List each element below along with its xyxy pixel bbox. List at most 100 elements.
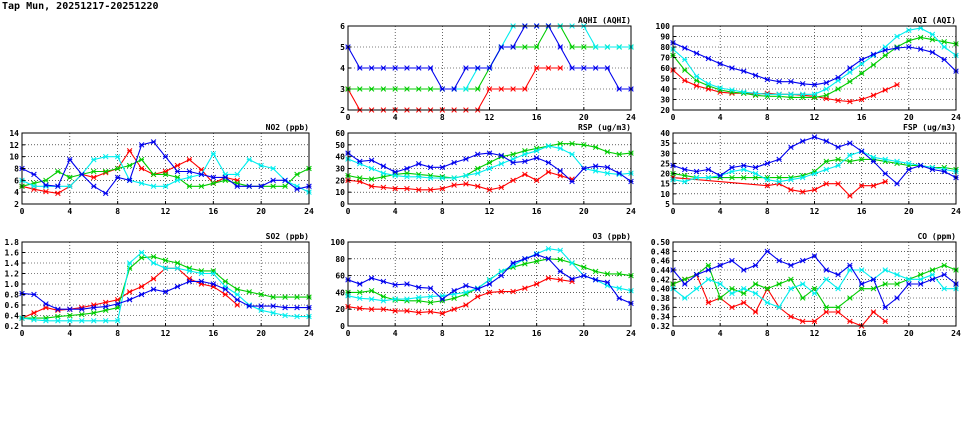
data-point-cyan: [522, 151, 528, 158]
data-point-blue: [463, 156, 469, 162]
data-point-red: [404, 308, 410, 314]
y-tick-label: 30: [335, 165, 345, 174]
x-tick-label: 4: [393, 113, 398, 122]
data-point-red: [522, 171, 528, 178]
data-point-blue: [835, 74, 841, 81]
data-point-cyan: [941, 285, 947, 292]
data-point-cyan: [752, 90, 759, 96]
data-point-cyan: [682, 178, 688, 185]
x-tick-label: 24: [626, 329, 636, 338]
data-point-red: [486, 289, 493, 296]
data-point-blue: [604, 164, 611, 171]
data-point-red: [557, 172, 564, 179]
y-tick-label: 100: [331, 238, 346, 247]
y-tick-label: 6: [340, 22, 345, 31]
y-tick-label: 2: [340, 106, 345, 115]
data-point-green: [740, 290, 747, 297]
data-point-green: [569, 44, 575, 50]
data-point-cyan: [67, 183, 73, 190]
data-point-green: [870, 285, 877, 292]
data-point-blue: [439, 86, 446, 92]
data-point-cyan: [729, 168, 735, 175]
x-tick-label: 0: [346, 207, 351, 216]
data-point-blue: [474, 65, 481, 71]
data-point-red: [823, 309, 830, 315]
data-point-cyan: [569, 151, 575, 158]
data-point-blue: [858, 148, 865, 155]
data-point-green: [752, 174, 759, 181]
data-point-green: [234, 286, 241, 293]
data-point-blue: [210, 281, 217, 287]
data-point-cyan: [392, 296, 398, 302]
data-point-blue: [835, 144, 841, 150]
y-tick-label: 15: [660, 180, 670, 189]
data-point-blue: [357, 65, 363, 71]
data-point-cyan: [788, 176, 794, 183]
data-point-green: [581, 264, 587, 270]
x-tick-label: 24: [951, 113, 961, 122]
data-point-cyan: [498, 161, 505, 167]
data-point-green: [150, 171, 157, 178]
data-point-red: [102, 299, 109, 306]
data-point-cyan: [740, 89, 747, 95]
data-point-blue: [198, 171, 205, 178]
data-point-green: [847, 78, 853, 85]
data-point-red: [705, 299, 712, 306]
y-tick-label: 0.38: [651, 294, 670, 303]
data-point-green: [894, 281, 900, 287]
data-point-red: [569, 278, 575, 285]
y-tick-label: 60: [335, 129, 345, 138]
data-point-blue: [717, 61, 723, 67]
data-point-red: [788, 313, 794, 320]
data-point-red: [126, 289, 133, 295]
data-point-blue: [941, 271, 947, 278]
data-point-green: [858, 70, 865, 77]
data-point-blue: [415, 284, 422, 291]
data-point-cyan: [486, 277, 493, 283]
data-point-blue: [764, 160, 771, 167]
data-point-cyan: [882, 156, 889, 163]
data-point-cyan: [102, 153, 109, 160]
data-point-green: [282, 294, 288, 300]
panel-title: NO2 (ppb): [266, 123, 309, 132]
data-point-cyan: [870, 154, 877, 161]
data-point-green: [474, 165, 481, 172]
data-point-blue: [415, 161, 422, 167]
data-point-cyan: [463, 172, 469, 179]
x-tick-label: 16: [857, 113, 867, 122]
data-point-green: [616, 151, 622, 158]
data-point-red: [427, 187, 434, 193]
data-point-cyan: [906, 276, 912, 283]
data-point-red: [486, 86, 493, 92]
data-point-blue: [43, 182, 49, 188]
data-point-blue: [929, 276, 936, 283]
data-point-cyan: [463, 86, 469, 92]
data-point-blue: [474, 286, 481, 292]
data-point-cyan: [823, 276, 830, 283]
data-point-blue: [392, 282, 398, 288]
data-point-blue: [917, 281, 924, 287]
data-point-green: [682, 276, 688, 283]
data-point-cyan: [847, 152, 853, 159]
data-point-red: [126, 147, 133, 154]
data-point-blue: [693, 168, 700, 175]
data-point-cyan: [799, 91, 806, 98]
y-tick-label: 30: [660, 96, 670, 105]
data-point-cyan: [729, 290, 735, 297]
data-point-blue: [533, 251, 540, 258]
data-point-green: [569, 140, 575, 147]
y-tick-label: 50: [335, 141, 345, 150]
data-point-green: [616, 271, 622, 277]
data-point-green: [776, 281, 782, 287]
data-point-blue: [380, 65, 387, 71]
panel-title: O3 (ppb): [592, 232, 631, 241]
data-point-cyan: [811, 290, 818, 297]
data-point-green: [870, 62, 877, 68]
data-point-blue: [294, 304, 300, 311]
data-point-red: [150, 275, 157, 282]
y-tick-label: 40: [335, 153, 345, 162]
data-point-cyan: [357, 161, 363, 167]
data-point-green: [835, 86, 841, 92]
data-point-red: [498, 288, 505, 295]
